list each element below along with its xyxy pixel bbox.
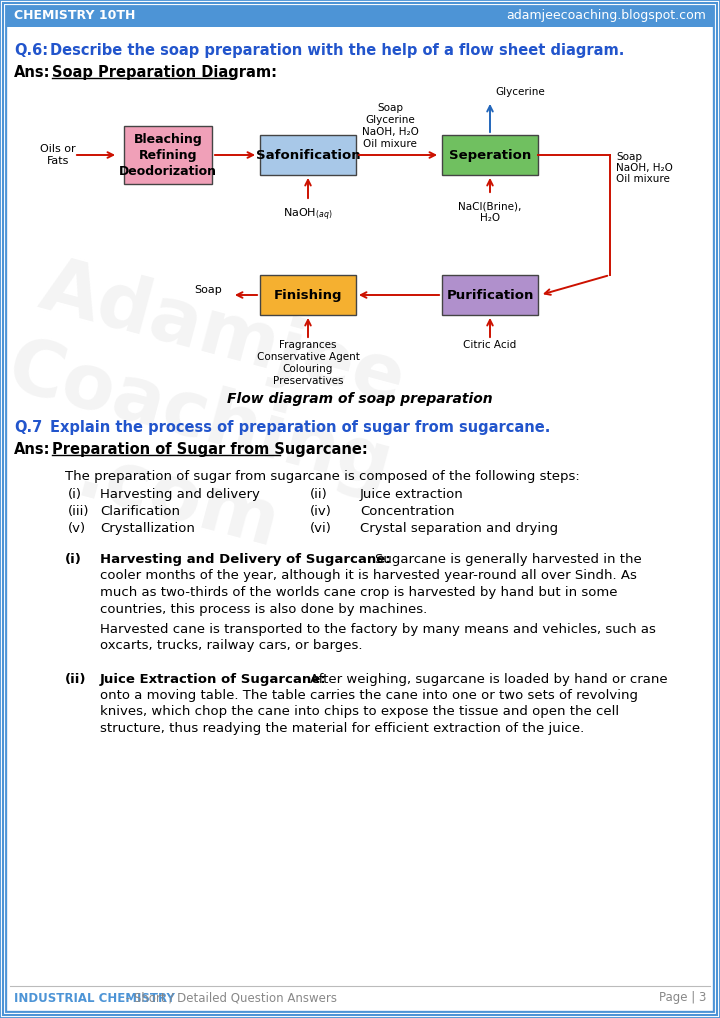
Text: Crystallization: Crystallization bbox=[100, 522, 195, 535]
Text: Bleaching
Refining
Deodorization: Bleaching Refining Deodorization bbox=[119, 132, 217, 177]
Text: (iii): (iii) bbox=[68, 505, 89, 518]
Text: Harvesting and Delivery of Sugarcane:: Harvesting and Delivery of Sugarcane: bbox=[100, 553, 391, 566]
Text: Conservative Agent: Conservative Agent bbox=[256, 352, 359, 362]
Text: Fats: Fats bbox=[47, 156, 69, 166]
Text: (v): (v) bbox=[68, 522, 86, 535]
Text: NaOH$_{(aq)}$: NaOH$_{(aq)}$ bbox=[283, 207, 333, 223]
Text: NaOH, H₂O: NaOH, H₂O bbox=[616, 163, 673, 173]
Text: onto a moving table. The table carries the cane into one or two sets of revolvin: onto a moving table. The table carries t… bbox=[100, 689, 638, 702]
Text: (i): (i) bbox=[65, 553, 82, 566]
Text: Flow diagram of soap preparation: Flow diagram of soap preparation bbox=[228, 392, 492, 406]
Text: Clarification: Clarification bbox=[100, 505, 180, 518]
Text: Oils or: Oils or bbox=[40, 144, 76, 154]
FancyBboxPatch shape bbox=[3, 3, 717, 27]
Text: Soap: Soap bbox=[377, 103, 403, 113]
Text: much as two-thirds of the worlds cane crop is harvested by hand but in some: much as two-thirds of the worlds cane cr… bbox=[100, 586, 618, 599]
Text: Concentration: Concentration bbox=[360, 505, 454, 518]
Text: Q.6:: Q.6: bbox=[14, 43, 48, 58]
Text: Soap: Soap bbox=[616, 152, 642, 162]
Text: H₂O: H₂O bbox=[480, 213, 500, 223]
Text: Glycerine: Glycerine bbox=[495, 87, 545, 97]
Text: Preservatives: Preservatives bbox=[273, 376, 343, 386]
Text: Fragrances: Fragrances bbox=[279, 340, 337, 350]
Text: Page | 3: Page | 3 bbox=[659, 992, 706, 1005]
Text: adamjeecoaching.blogspot.com: adamjeecoaching.blogspot.com bbox=[506, 8, 706, 21]
Text: Harvesting and delivery: Harvesting and delivery bbox=[100, 488, 260, 501]
Text: Preparation of Sugar from Sugarcane:: Preparation of Sugar from Sugarcane: bbox=[52, 442, 368, 457]
FancyBboxPatch shape bbox=[260, 275, 356, 315]
Text: structure, thus readying the material for efficient extraction of the juice.: structure, thus readying the material fo… bbox=[100, 722, 584, 735]
Text: Ans:: Ans: bbox=[14, 65, 50, 80]
Text: Purification: Purification bbox=[446, 288, 534, 301]
Text: Explain the process of preparation of sugar from sugarcane.: Explain the process of preparation of su… bbox=[50, 420, 550, 435]
Text: CHEMISTRY 10TH: CHEMISTRY 10TH bbox=[14, 8, 135, 21]
Text: oxcarts, trucks, railway cars, or barges.: oxcarts, trucks, railway cars, or barges… bbox=[100, 639, 362, 653]
FancyBboxPatch shape bbox=[260, 135, 356, 175]
FancyBboxPatch shape bbox=[442, 275, 538, 315]
Text: Adamjee
Coaching
.com: Adamjee Coaching .com bbox=[0, 247, 423, 588]
Text: Q.7: Q.7 bbox=[14, 420, 42, 435]
Text: Oil mixure: Oil mixure bbox=[616, 174, 670, 184]
Text: countries, this process is also done by machines.: countries, this process is also done by … bbox=[100, 603, 427, 616]
Text: knives, which chop the cane into chips to expose the tissue and open the cell: knives, which chop the cane into chips t… bbox=[100, 705, 619, 719]
Text: Seperation: Seperation bbox=[449, 149, 531, 162]
Text: Colouring: Colouring bbox=[283, 364, 333, 374]
Text: (vi): (vi) bbox=[310, 522, 332, 535]
Text: After weighing, sugarcane is loaded by hand or crane: After weighing, sugarcane is loaded by h… bbox=[310, 673, 667, 685]
Text: (i): (i) bbox=[68, 488, 82, 501]
FancyBboxPatch shape bbox=[442, 135, 538, 175]
Text: Crystal separation and drying: Crystal separation and drying bbox=[360, 522, 558, 535]
Text: (iv): (iv) bbox=[310, 505, 332, 518]
Text: Finishing: Finishing bbox=[274, 288, 342, 301]
Text: - Short / Detailed Question Answers: - Short / Detailed Question Answers bbox=[122, 992, 337, 1005]
Text: Sugarcane is generally harvested in the: Sugarcane is generally harvested in the bbox=[375, 553, 642, 566]
FancyBboxPatch shape bbox=[124, 126, 212, 184]
Text: Glycerine: Glycerine bbox=[365, 115, 415, 125]
Text: Ans:: Ans: bbox=[14, 442, 50, 457]
Text: NaCl(Brine),: NaCl(Brine), bbox=[459, 201, 522, 211]
Text: NaOH, H₂O: NaOH, H₂O bbox=[361, 127, 418, 137]
Text: Oil mixure: Oil mixure bbox=[363, 139, 417, 149]
Text: (ii): (ii) bbox=[65, 673, 86, 685]
Text: Citric Acid: Citric Acid bbox=[464, 340, 517, 350]
Text: INDUSTRIAL CHEMISTRY: INDUSTRIAL CHEMISTRY bbox=[14, 992, 175, 1005]
Text: Juice Extraction of Sugarcane:: Juice Extraction of Sugarcane: bbox=[100, 673, 327, 685]
Text: Juice extraction: Juice extraction bbox=[360, 488, 464, 501]
Text: Soap Preparation Diagram:: Soap Preparation Diagram: bbox=[52, 65, 277, 80]
Text: Soap: Soap bbox=[194, 285, 222, 295]
Text: cooler months of the year, although it is harvested year-round all over Sindh. A: cooler months of the year, although it i… bbox=[100, 569, 637, 582]
Text: The preparation of sugar from sugarcane is composed of the following steps:: The preparation of sugar from sugarcane … bbox=[65, 470, 580, 483]
Text: Harvested cane is transported to the factory by many means and vehicles, such as: Harvested cane is transported to the fac… bbox=[100, 623, 656, 636]
Text: Describe the soap preparation with the help of a flow sheet diagram.: Describe the soap preparation with the h… bbox=[50, 43, 624, 58]
Text: Safonification: Safonification bbox=[256, 149, 360, 162]
Text: (ii): (ii) bbox=[310, 488, 328, 501]
